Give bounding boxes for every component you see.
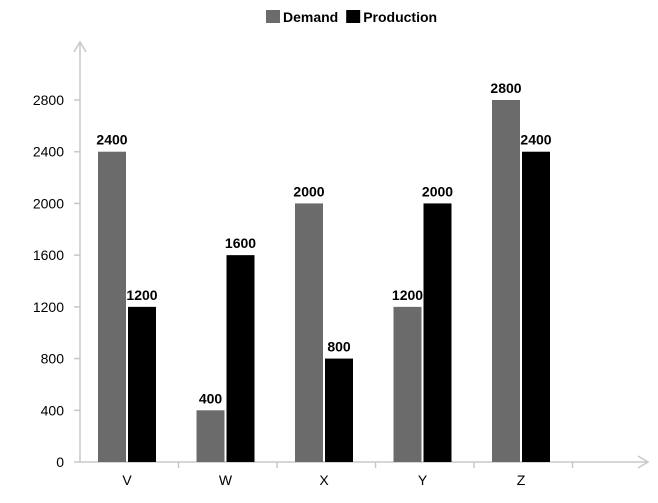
bar-production-z [522,151,550,462]
legend-swatch-production [346,10,361,23]
data-label-production-z: 2400 [520,132,551,148]
legend-swatch-demand [266,10,280,23]
bars [98,100,550,462]
y-axis-ticks: 0 400 800 1200 1600 2000 2400 2800 [33,92,574,470]
data-label-production-v: 1200 [126,287,157,303]
data-label-production-x: 800 [327,339,351,355]
y-tick-label: 2000 [33,195,64,211]
legend: Demand Production [266,9,437,25]
bar-demand-z [492,100,520,462]
x-tick-label: Z [517,472,526,488]
x-tick-label: X [319,472,329,488]
data-label-demand-v: 2400 [96,132,127,148]
x-axis-ticks: V W X Y Z [122,472,525,488]
y-tick-label: 800 [41,351,65,367]
y-tick-label: 2800 [33,92,64,108]
y-tick-label: 2400 [33,144,64,160]
data-label-demand-z: 2800 [490,80,521,96]
data-label-demand-y: 1200 [392,287,423,303]
data-label-production-y: 2000 [422,183,453,199]
data-label-demand-x: 2000 [293,183,324,199]
bar-production-w [226,255,255,462]
bar-demand-v [98,151,126,462]
bar-demand-w [196,410,225,462]
bar-demand-y [393,306,422,462]
x-tick-label: V [122,472,132,488]
y-tick-label: 1200 [33,299,64,315]
y-tick-label: 1600 [33,247,64,263]
legend-label-production: Production [363,9,437,25]
axes [73,40,650,469]
x-tick-label: W [219,472,233,488]
x-tick-label: Y [418,472,428,488]
data-labels: 2400 1200 400 1600 2000 800 1200 2000 2800 2400 [96,80,551,406]
x-axis-arrow [637,455,650,469]
bar-demand-x [295,203,323,462]
bar-production-y [423,203,452,462]
y-axis-arrow [73,40,87,53]
legend-label-demand: Demand [283,9,338,25]
bar-production-v [128,306,156,462]
data-label-demand-w: 400 [199,390,223,406]
y-tick-label: 0 [56,454,64,470]
y-tick-label: 400 [41,402,65,418]
bar-production-x [325,358,353,462]
data-label-production-w: 1600 [225,235,256,251]
